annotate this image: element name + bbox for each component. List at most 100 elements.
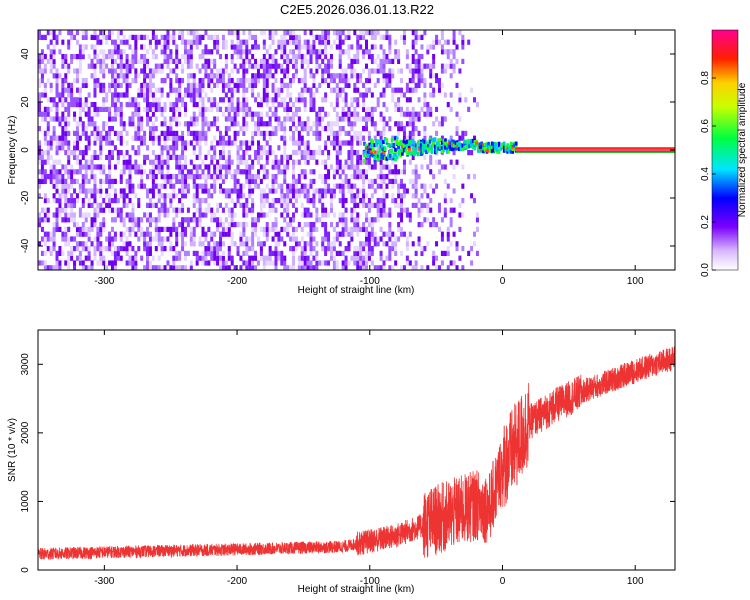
spectrogram-cell — [300, 183, 304, 189]
spectrogram-cell — [157, 169, 161, 175]
spectrogram-cell — [332, 39, 336, 45]
spectrogram-cell — [84, 111, 88, 117]
spectrogram-cell — [195, 183, 199, 189]
spectrogram-cell — [379, 44, 383, 50]
spectrogram-cell — [408, 111, 412, 117]
spectrogram-signal-cell — [397, 148, 401, 153]
spectrogram-signal-cell — [494, 142, 497, 147]
spectrogram-cell — [385, 241, 389, 247]
spectrogram-cell — [84, 150, 88, 156]
spectrogram-cell — [245, 58, 249, 64]
spectrogram-signal-cell — [442, 143, 446, 148]
spectrogram-cell — [292, 260, 296, 266]
spectrogram-cell — [245, 121, 249, 127]
spectrogram-cell — [338, 116, 342, 122]
spectrogram-cell — [102, 164, 106, 170]
spectrogram-cell — [224, 217, 228, 223]
spectrogram-cell — [242, 169, 246, 175]
spectrogram-cell — [338, 217, 342, 223]
spectrogram-cell — [131, 188, 135, 194]
spectrogram-cell — [157, 188, 161, 194]
spectrogram-cell — [110, 226, 114, 232]
spectrogram-cell — [271, 222, 275, 228]
spectrogram-cell — [216, 226, 220, 232]
spectrogram-cell — [344, 222, 348, 228]
spectrogram-cell — [338, 78, 342, 84]
spectrogram-cell — [353, 250, 357, 256]
spectrogram-cell — [327, 212, 331, 218]
spectrogram-cell — [140, 135, 144, 141]
spectrogram-signal-cell — [402, 148, 406, 153]
spectrogram-cell — [169, 154, 173, 160]
spectrogram-cell — [78, 183, 82, 189]
spectrogram-cell — [224, 58, 228, 64]
spectrogram-cell — [219, 68, 223, 74]
spectrogram-cell — [207, 82, 211, 88]
spectrogram-cell — [367, 78, 371, 84]
spectrogram-cell — [230, 260, 234, 266]
spectrogram-cell — [411, 73, 415, 79]
spectrogram-cell — [332, 30, 336, 36]
spectrogram-cell — [58, 226, 62, 232]
spectrogram-cell — [166, 178, 170, 184]
spectrogram-cell — [265, 97, 269, 103]
spectrogram-cell — [388, 265, 392, 270]
spectrogram-cell — [181, 169, 185, 175]
spectrogram-cell — [122, 246, 126, 252]
spectrogram-cell — [210, 250, 214, 256]
spectrogram-cell — [227, 212, 231, 218]
spectrogram-signal-cell — [511, 146, 515, 150]
spectrogram-cell — [236, 164, 240, 170]
spectrogram-cell — [90, 174, 94, 180]
spectrogram-cell — [353, 202, 357, 208]
spectrogram-cell — [315, 34, 319, 40]
spectrogram-cell — [73, 198, 77, 204]
spectrogram-cell — [426, 44, 430, 50]
spectrogram-cell — [102, 169, 106, 175]
spectrogram-cell — [256, 44, 260, 50]
spectrogram-signal-cell — [385, 138, 389, 143]
spectrogram-cell — [146, 188, 150, 194]
spectrogram-cell — [324, 126, 328, 132]
spectrogram-cell — [113, 164, 117, 170]
spectrogram-cell — [294, 236, 298, 242]
spectrogram-cell — [292, 174, 296, 180]
spectrogram-cell — [119, 102, 123, 108]
spectrogram-cell — [461, 164, 465, 170]
colorbar-ticks: 0.00.20.40.60.8 — [700, 71, 716, 277]
spectrogram-cell — [75, 226, 79, 232]
spectrogram-cell — [242, 106, 246, 112]
spectrogram-cell — [335, 236, 339, 242]
spectrogram-cell — [262, 188, 266, 194]
spectrogram-cell — [160, 164, 164, 170]
spectrogram-cell — [452, 54, 456, 60]
spectrogram-cell — [370, 111, 374, 117]
spectrogram-cell — [236, 222, 240, 228]
spectrogram-cell — [312, 78, 316, 84]
spectrogram-cell — [146, 58, 150, 64]
spectrogram-cell — [254, 63, 258, 69]
spectrogram-cell — [303, 260, 307, 266]
spectrogram-cell — [239, 82, 243, 88]
spectrogram-cell — [78, 135, 82, 141]
spectrogram-cell — [140, 121, 144, 127]
spectrogram-cell — [251, 140, 255, 146]
spectrogram-signal-cell — [383, 147, 387, 152]
spectrogram-cell — [464, 97, 468, 103]
spectrogram-cell — [259, 121, 263, 127]
spectrogram-cell — [166, 126, 170, 132]
spectrogram-cell — [414, 87, 418, 93]
spectrogram-cell — [128, 217, 132, 223]
spectrogram-cell — [46, 236, 50, 242]
spectrogram-cell — [102, 68, 106, 74]
spectrogram-cell — [169, 265, 173, 270]
spectrogram-signal-cell — [406, 139, 409, 144]
spectrogram-cell — [70, 34, 74, 40]
spectrogram-cell — [213, 154, 217, 160]
spectrogram-cell — [245, 44, 249, 50]
spectrogram-cell — [271, 174, 275, 180]
spectrogram-cell — [221, 44, 225, 50]
spectrogram-cell — [315, 212, 319, 218]
spectrogram-cell — [43, 68, 47, 74]
spectrogram-cell — [40, 164, 44, 170]
